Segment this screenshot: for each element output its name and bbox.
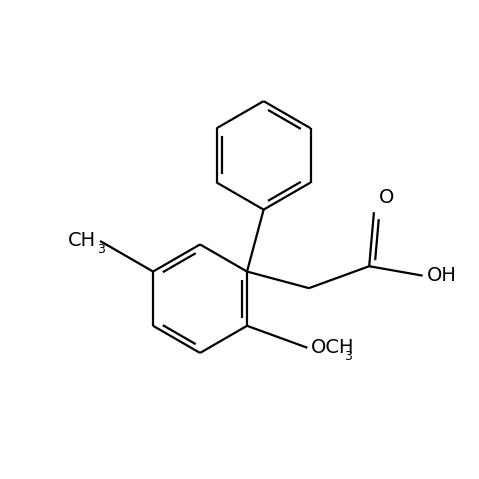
Text: OCH: OCH: [311, 338, 355, 357]
Text: 3: 3: [344, 350, 352, 363]
Text: O: O: [379, 188, 394, 207]
Text: CH: CH: [68, 231, 96, 251]
Text: 3: 3: [97, 243, 105, 256]
Text: OH: OH: [427, 266, 456, 285]
